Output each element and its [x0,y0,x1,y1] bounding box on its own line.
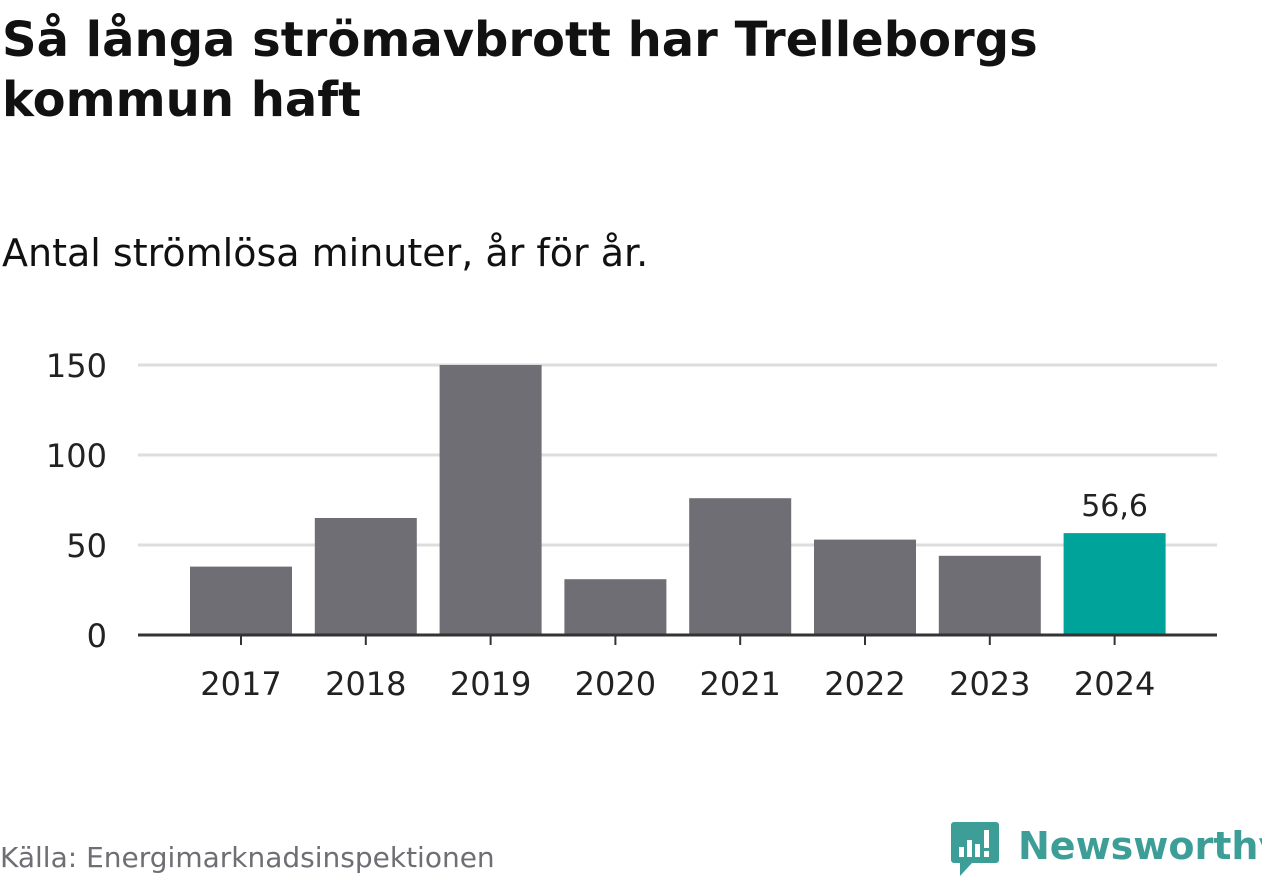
bar-2022 [814,539,916,635]
bar-2017 [190,566,292,635]
x-tick-label: 2022 [824,665,905,703]
x-tick-label: 2017 [200,665,281,703]
bars [190,365,1166,635]
newsworthy-brand[interactable]: Newsworthy [950,818,1262,878]
bar-2018 [314,518,417,635]
x-tick-label: 2021 [699,665,780,703]
y-tick-label: 100 [46,437,107,475]
newsworthy-logo-icon [951,822,999,876]
x-tick-label: 2018 [325,665,406,703]
chart-title: Så långa strömavbrott har Trelleborgs ko… [2,12,1038,128]
bar-2020 [564,579,667,635]
axes [138,633,1217,645]
y-tick-label: 50 [66,527,107,565]
bar-2023 [938,555,1041,635]
chart-subtitle: Antal strömlösa minuter, år för år. [2,231,649,275]
brand-name: Newsworthy [1018,824,1262,868]
source-note: Källa: Energimarknadsinspektionen [0,841,495,874]
y-tick-label: 150 [46,347,107,385]
labels: 0 50 100 150 2017 2018 2019 2020 2021 2022 2023 202… [46,347,1155,703]
x-tick-label: 2023 [949,665,1030,703]
data-label: 56,6 [1081,489,1148,524]
bar-chart: 0 50 100 150 2017 2018 2019 2020 2021 2022 2023 202… [46,347,1217,703]
x-tick-label: 2019 [450,665,531,703]
x-tick-label: 2020 [575,665,656,703]
bar-2021 [689,498,792,635]
x-tick-label: 2024 [1074,665,1155,703]
y-tick-label: 0 [87,617,107,655]
gridlines [138,363,1217,547]
bar-2019 [439,365,542,635]
bar-2024 [1063,533,1166,635]
